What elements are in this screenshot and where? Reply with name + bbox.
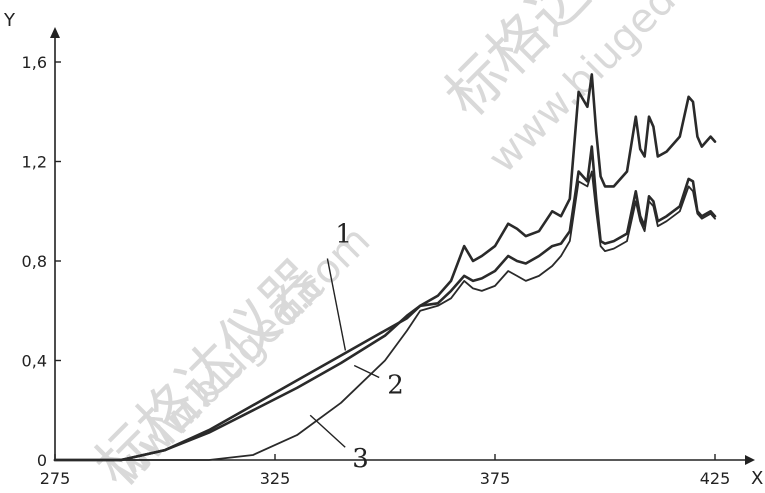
annotation-label-2: 2: [387, 370, 404, 400]
x-tick-label: 325: [260, 469, 291, 488]
y-axis-label: Y: [3, 10, 16, 31]
x-tick-label: 375: [480, 469, 511, 488]
watermark-url-bottom: www.biuged.com: [105, 217, 380, 492]
series-line-2: [53, 145, 717, 462]
watermark-layer: 标格达仪器 www.biuged.com 标格达仪器 www.biuged.co…: [82, 0, 754, 493]
x-axis-label: X: [751, 468, 763, 489]
x-tick-label: 275: [40, 469, 71, 488]
y-tick-label: 1,2: [22, 153, 47, 172]
series-lines: [53, 73, 717, 462]
y-tick-label: 0: [37, 451, 47, 470]
y-tick-label: 0,8: [22, 252, 47, 271]
annotation-label-1: 1: [335, 220, 352, 250]
y-ticks: 0 0,4 0,8 1,2 1,6: [22, 53, 61, 470]
annotation-leader-2: [353, 364, 380, 379]
x-tick-label: 425: [700, 469, 731, 488]
x-axis-arrow: [745, 455, 755, 465]
annotation-label-3: 3: [352, 444, 369, 474]
annotation-leader-1: [326, 258, 347, 351]
series-line-3: [54, 170, 716, 461]
y-tick-label: 1,6: [22, 53, 47, 72]
annotation-leader-3: [309, 414, 346, 448]
y-axis-arrow: [50, 27, 60, 38]
x-ticks: 275 325 375 425: [40, 454, 731, 488]
y-tick-label: 0,4: [22, 352, 47, 371]
series-annotations: 1 2 3: [309, 220, 404, 474]
